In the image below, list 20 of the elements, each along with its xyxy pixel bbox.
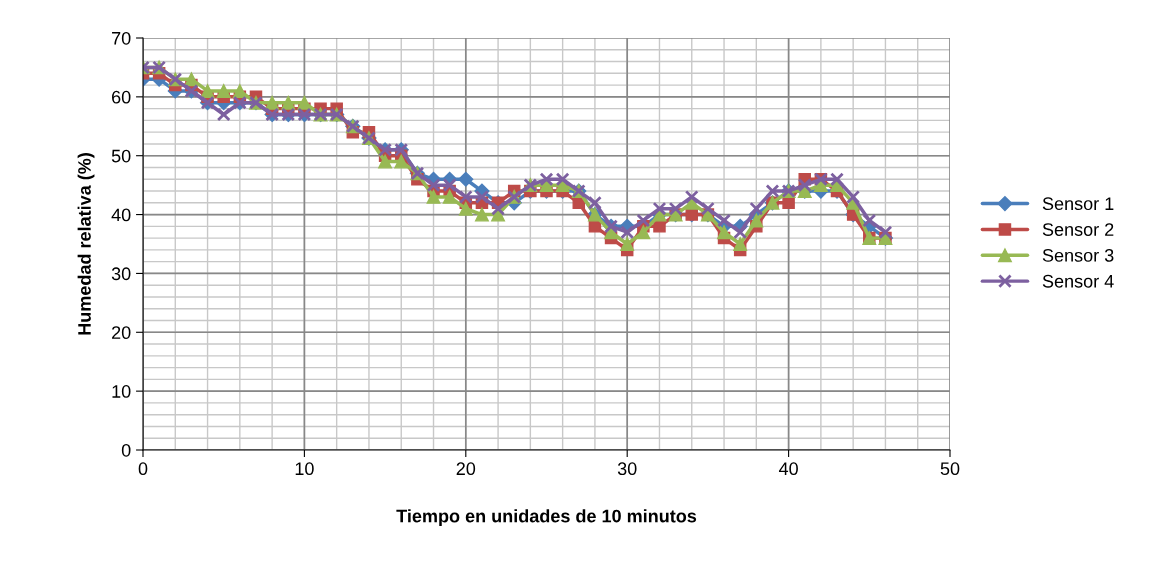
y-tick-label: 0 bbox=[121, 443, 131, 457]
y-tick-label: 50 bbox=[111, 149, 131, 163]
x-tick-label: 30 bbox=[617, 462, 637, 476]
legend-label: Sensor 4 bbox=[1042, 274, 1114, 288]
legend-label: Sensor 2 bbox=[1042, 223, 1114, 236]
legend-label: Sensor 1 bbox=[1042, 197, 1114, 211]
x-tick-label: 0 bbox=[138, 462, 148, 476]
x-tick-label: 10 bbox=[295, 462, 314, 476]
x-tick-label: 20 bbox=[456, 462, 476, 476]
y-tick-label: 30 bbox=[111, 267, 131, 281]
y-tick-label: 10 bbox=[112, 385, 131, 398]
x-axis-title: Tiempo en unidades de 10 minutos bbox=[396, 509, 697, 527]
y-tick-label: 40 bbox=[111, 208, 131, 222]
x-tick-label: 40 bbox=[778, 462, 798, 476]
x-tick-label: 50 bbox=[940, 462, 960, 476]
legend-label: Sensor 3 bbox=[1042, 248, 1114, 262]
y-tick-label: 60 bbox=[112, 90, 131, 104]
y-tick-label: 70 bbox=[112, 31, 131, 45]
y-axis-title: Humedad relativa (%) bbox=[77, 153, 95, 335]
y-tick-label: 20 bbox=[112, 326, 131, 340]
